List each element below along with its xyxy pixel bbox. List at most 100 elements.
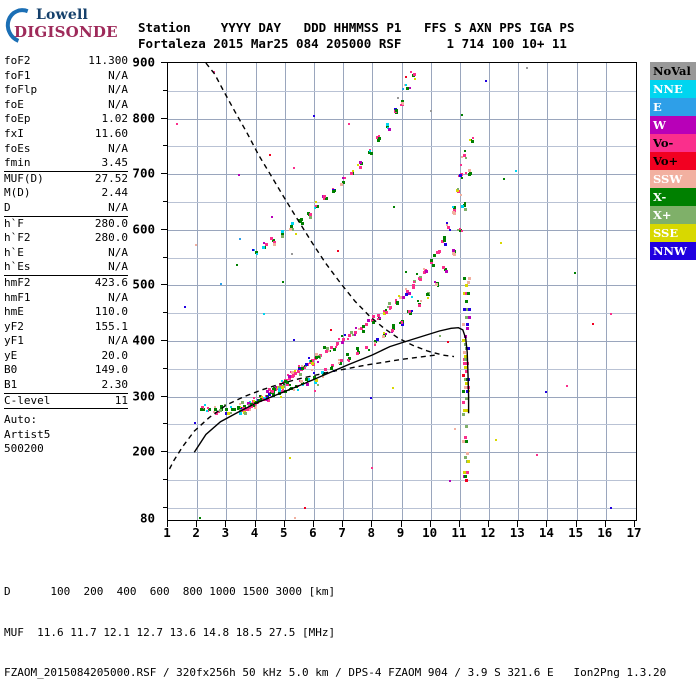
echo-point bbox=[212, 70, 215, 73]
gridline-horizontal bbox=[168, 341, 636, 343]
echo-point bbox=[460, 177, 463, 180]
echo-point bbox=[438, 334, 441, 337]
param-key: h`E bbox=[4, 245, 24, 259]
gridline-vertical bbox=[372, 63, 374, 520]
legend-item-nnw[interactable]: NNW bbox=[650, 242, 696, 260]
echo-point bbox=[288, 374, 292, 378]
echo-point bbox=[444, 270, 448, 274]
legend-item-ssw[interactable]: SSW bbox=[650, 170, 696, 188]
echo-point bbox=[408, 291, 412, 295]
echo-point bbox=[353, 330, 357, 334]
echo-point bbox=[350, 172, 353, 174]
echo-point bbox=[202, 407, 206, 411]
echo-point bbox=[365, 345, 369, 349]
gridline-horizontal-minor bbox=[168, 313, 636, 315]
echo-point bbox=[464, 292, 468, 296]
echo-point bbox=[382, 310, 386, 314]
echo-point bbox=[318, 357, 321, 360]
echo-point bbox=[463, 203, 467, 207]
echo-point bbox=[361, 329, 365, 333]
echo-point bbox=[465, 409, 469, 412]
param-value: 280.0 bbox=[94, 216, 128, 230]
x-tick-label: 6 bbox=[309, 525, 317, 540]
x-tick bbox=[196, 521, 198, 527]
legend-item-e[interactable]: E bbox=[650, 98, 696, 116]
param-value: N/A bbox=[108, 334, 128, 348]
echo-point bbox=[375, 338, 379, 342]
x-tick bbox=[604, 521, 606, 527]
echo-point bbox=[272, 240, 276, 244]
echo-point bbox=[463, 202, 466, 205]
echo-point bbox=[316, 384, 319, 387]
echo-point bbox=[389, 307, 392, 310]
y-tick bbox=[161, 117, 167, 119]
echo-point bbox=[468, 315, 472, 319]
echo-point bbox=[460, 229, 463, 232]
gridline-horizontal-minor bbox=[168, 146, 636, 148]
echo-point bbox=[305, 363, 309, 367]
legend-item-vo-[interactable]: Vo+ bbox=[650, 152, 696, 170]
echo-point bbox=[313, 389, 316, 392]
plot-area[interactable] bbox=[167, 62, 637, 521]
echo-point bbox=[344, 177, 347, 180]
echo-point bbox=[226, 412, 230, 416]
y-tick-label: 600 bbox=[132, 221, 155, 237]
echo-point bbox=[281, 230, 285, 234]
echo-point bbox=[355, 326, 358, 329]
param-key: M(D) bbox=[4, 186, 31, 200]
legend-item-nne[interactable]: NNE bbox=[650, 80, 696, 98]
echo-point bbox=[332, 347, 336, 351]
echo-point bbox=[239, 402, 242, 405]
echo-point bbox=[293, 369, 296, 372]
echo-point bbox=[466, 327, 470, 331]
echo-point bbox=[367, 348, 370, 351]
x-tick bbox=[488, 521, 490, 527]
echo-point bbox=[470, 139, 474, 143]
x-tick bbox=[517, 521, 519, 527]
echo-point bbox=[218, 409, 222, 413]
legend-item-w[interactable]: W bbox=[650, 116, 696, 134]
echo-point bbox=[282, 385, 285, 388]
footer-muf-row: MUF 11.6 11.7 12.1 12.7 13.6 14.8 18.5 2… bbox=[4, 625, 336, 639]
param-value: 110.0 bbox=[94, 305, 128, 319]
echo-point bbox=[371, 321, 375, 325]
echo-point bbox=[317, 356, 320, 359]
echo-point bbox=[323, 194, 327, 198]
echo-point bbox=[312, 115, 315, 118]
param-row: h`Es N/A bbox=[4, 260, 128, 275]
echo-point bbox=[462, 373, 466, 377]
param-row: foEp 1.02 bbox=[4, 112, 128, 127]
echo-point bbox=[410, 296, 413, 299]
echo-point bbox=[463, 436, 467, 440]
param-group: h`F 280.0 h`F2 280.0 h`E N/A h`Es N/A bbox=[4, 215, 128, 275]
echo-point bbox=[355, 346, 359, 350]
echo-point bbox=[328, 350, 331, 353]
echo-point bbox=[357, 350, 360, 353]
echo-point bbox=[359, 326, 363, 330]
echo-point bbox=[429, 258, 433, 262]
echo-point bbox=[280, 379, 283, 382]
gridline-horizontal bbox=[168, 285, 636, 287]
legend-item-x-[interactable]: X+ bbox=[650, 206, 696, 224]
echo-point bbox=[357, 163, 360, 166]
param-key: h`F bbox=[4, 216, 24, 230]
legend-item-noval[interactable]: NoVal bbox=[650, 62, 696, 80]
legend-item-sse[interactable]: SSE bbox=[650, 224, 696, 242]
echo-point bbox=[400, 99, 404, 103]
echo-point bbox=[272, 388, 275, 391]
param-value: N/A bbox=[108, 290, 128, 304]
echo-point bbox=[381, 334, 385, 338]
echo-point bbox=[466, 451, 470, 455]
legend-item-vo-[interactable]: Vo- bbox=[650, 134, 696, 152]
echo-point bbox=[229, 406, 232, 409]
param-key: fxI bbox=[4, 126, 24, 140]
echo-point bbox=[464, 455, 468, 459]
echo-point bbox=[308, 215, 312, 219]
echo-point bbox=[463, 377, 467, 381]
echo-point bbox=[315, 352, 319, 356]
echo-point bbox=[330, 329, 333, 332]
echo-point bbox=[232, 407, 236, 411]
legend-item-x-[interactable]: X- bbox=[650, 188, 696, 206]
echo-point bbox=[410, 71, 413, 74]
echo-point bbox=[254, 251, 258, 255]
